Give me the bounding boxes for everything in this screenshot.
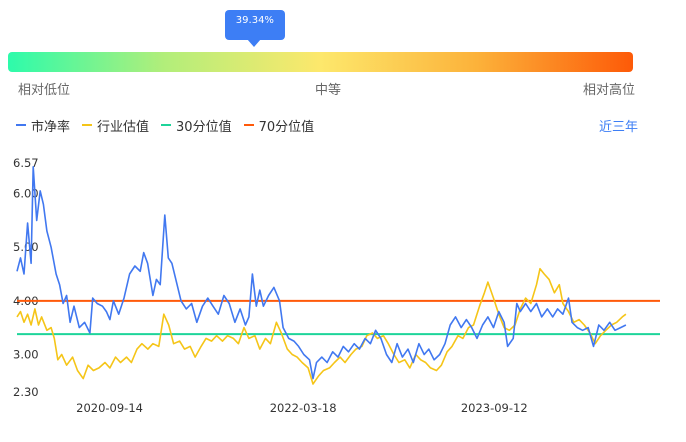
series-line-industry: [16, 267, 627, 385]
legend-label-pb: 市净率: [31, 119, 71, 135]
x-tick-label: 2022-03-18: [270, 401, 337, 415]
percentile-tooltip: 39.34%: [224, 10, 285, 47]
scale-mid-label: 中等: [315, 83, 342, 98]
x-tick-label: 2020-09-14: [76, 401, 143, 415]
legend-label-industry: 行业估值: [97, 119, 150, 135]
legend-swatch-p30: [161, 124, 172, 126]
y-tick-label: 6.57: [13, 156, 39, 170]
scale-low-label: 相对低位: [18, 83, 71, 98]
legend-label-p30: 30分位值: [176, 119, 232, 135]
legend-swatch-p70: [243, 124, 254, 126]
percentile-value: 39.34%: [235, 15, 274, 26]
legend-swatch-pb: [16, 124, 26, 126]
range-selector[interactable]: 近三年: [599, 120, 639, 135]
chart-legend: 市净率 行业估值 30分位值 70分位值: [16, 116, 326, 135]
y-tick-label: 2.30: [13, 385, 39, 399]
legend-label-p70: 70分位值: [258, 119, 315, 135]
y-tick-label: 3.00: [13, 347, 39, 361]
legend-swatch-industry: [82, 124, 93, 126]
legend-item-p70[interactable]: 70分位值: [243, 116, 315, 135]
legend-item-pb[interactable]: 市净率: [16, 116, 70, 135]
scale-high-label: 相对高位: [583, 83, 636, 98]
valuation-gradient-bar: [8, 52, 633, 72]
legend-item-industry[interactable]: 行业估值: [82, 116, 149, 135]
x-tick-label: 2023-09-12: [461, 401, 528, 415]
series-line-pb: [16, 166, 627, 380]
legend-item-p30[interactable]: 30分位值: [161, 116, 232, 135]
